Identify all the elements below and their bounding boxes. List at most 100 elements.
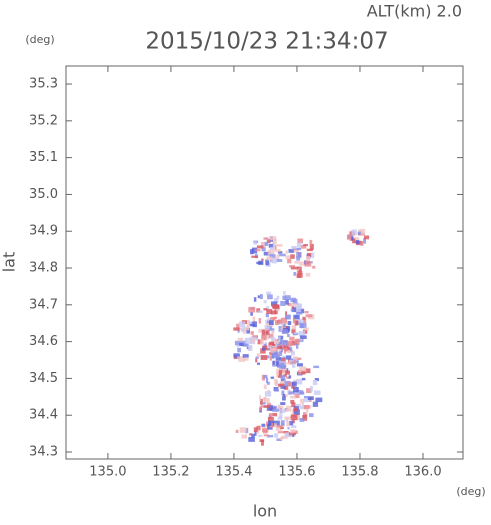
echo-pixel: [267, 417, 274, 421]
echo-pixel: [241, 434, 247, 439]
echo-pixel: [299, 366, 307, 373]
echo-pixel: [239, 321, 246, 328]
echo-pixel: [293, 391, 300, 395]
echo-pixel: [277, 251, 283, 254]
echo-pixel: [360, 241, 364, 246]
y-tick-label: 34.6: [29, 334, 58, 349]
echo-pixel: [291, 340, 298, 346]
echo-pixel: [251, 247, 258, 254]
echo-pixel: [267, 435, 274, 438]
echo-pixel: [293, 358, 296, 364]
echo-pixel: [304, 261, 312, 267]
echo-pixel: [266, 381, 270, 385]
echo-pixel: [287, 343, 292, 349]
echo-pixel: [282, 356, 286, 360]
echo-pixel: [254, 430, 257, 436]
echo-pixel: [286, 341, 293, 347]
echo-pixel: [298, 369, 305, 375]
echo-pixel: [266, 306, 270, 312]
echo-pixel: [274, 338, 278, 342]
echo-pixel: [312, 265, 316, 269]
echo-pixel: [252, 316, 256, 323]
echo-pixel: [278, 322, 285, 325]
echo-pixel: [265, 330, 270, 335]
echo-pixel: [290, 429, 296, 433]
echo-pixel: [270, 310, 277, 315]
y-tick-label: 34.7: [29, 297, 58, 312]
plot-frame: [65, 65, 464, 460]
echo-pixel: [263, 405, 271, 408]
echo-pixel: [271, 301, 278, 307]
echo-pixel: [296, 378, 303, 385]
echo-pixel: [266, 309, 273, 314]
echo-pixel: [290, 308, 294, 312]
echo-pixel: [282, 295, 286, 300]
echo-pixel: [296, 320, 301, 325]
echo-pixel: [250, 249, 254, 255]
x-tick-label: 135.6: [278, 465, 315, 480]
echo-pixel: [276, 345, 283, 349]
echo-pixel: [272, 423, 277, 428]
y-tick-label: 35.2: [29, 113, 58, 128]
echo-pixel: [255, 358, 258, 363]
echo-pixel: [259, 439, 265, 443]
echo-pixel: [266, 323, 273, 328]
echo-pixel: [314, 378, 319, 382]
echo-pixel: [251, 337, 255, 343]
echo-pixel: [294, 339, 300, 345]
echo-pixel: [351, 236, 354, 241]
echo-pixel: [250, 331, 254, 335]
echo-pixel: [291, 381, 297, 387]
y-tick-label: 35.0: [29, 187, 58, 202]
echo-pixel: [355, 240, 360, 245]
x-tick-label: 135.4: [215, 465, 252, 480]
echo-pixel: [287, 427, 290, 430]
echo-pixel: [278, 336, 281, 342]
echo-pixel: [295, 310, 303, 315]
echo-pixel: [293, 272, 297, 276]
echo-pixel: [257, 310, 263, 313]
echo-pixel: [248, 321, 252, 325]
echo-pixel: [274, 244, 277, 251]
echo-pixel: [242, 330, 246, 334]
echo-pixel: [266, 402, 271, 406]
echo-pixel: [303, 398, 310, 403]
echo-pixel: [290, 414, 298, 421]
echo-pixel: [271, 257, 277, 264]
x-tick-label: 135.2: [152, 465, 189, 480]
echo-pixel: [258, 318, 262, 324]
echo-pixel: [266, 377, 269, 384]
echo-pixel: [292, 318, 296, 324]
echo-pixel: [268, 341, 275, 346]
echo-pixel: [293, 379, 297, 382]
echo-pixel: [258, 434, 263, 437]
echo-pixel: [284, 362, 291, 365]
echo-pixel: [292, 357, 297, 361]
echo-pixel: [276, 342, 281, 346]
echo-pixel: [304, 327, 309, 331]
echo-pixel: [268, 243, 274, 248]
echo-pixel: [275, 340, 278, 344]
echo-pixel: [279, 413, 283, 419]
echo-pixel: [260, 348, 266, 354]
echo-pixel: [309, 243, 314, 250]
echo-pixel: [291, 246, 297, 250]
echo-pixel: [274, 433, 279, 438]
echo-pixel: [301, 377, 306, 381]
echo-pixel: [277, 405, 284, 409]
echo-pixel: [292, 434, 295, 438]
echo-pixel: [299, 261, 306, 266]
echo-pixel: [266, 404, 273, 411]
echo-pixel: [276, 295, 280, 299]
echo-pixel: [292, 248, 299, 253]
y-unit: (deg): [25, 33, 54, 46]
echo-pixel: [299, 405, 306, 410]
chart-title: 2015/10/23 21:34:07: [145, 29, 388, 55]
echo-pixel: [292, 307, 297, 313]
echo-pixel: [276, 438, 282, 442]
echo-pixel: [270, 317, 276, 320]
echo-pixel: [356, 240, 363, 246]
echo-pixel: [314, 390, 321, 395]
echo-pixel: [272, 409, 279, 412]
echo-pixel: [352, 240, 357, 244]
